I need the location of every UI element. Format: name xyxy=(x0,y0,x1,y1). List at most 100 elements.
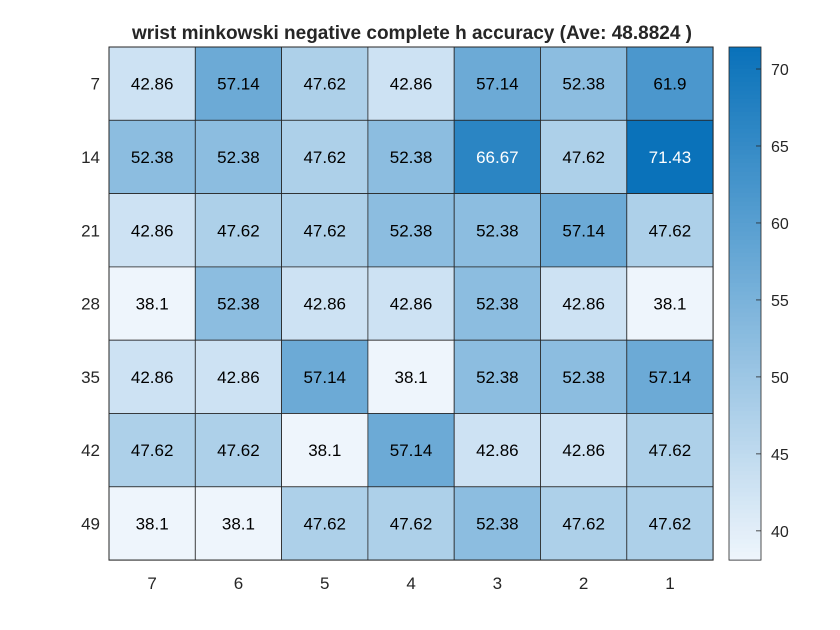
colorbar-strip xyxy=(729,205,761,211)
cell-value-label: 38.1 xyxy=(308,441,341,460)
colorbar-strip xyxy=(729,59,761,65)
colorbar-strip xyxy=(729,145,761,151)
heatmap-cell xyxy=(281,413,369,488)
colorbar-strip xyxy=(729,68,761,74)
cell-value-label: 38.1 xyxy=(653,295,686,314)
colorbar-strip xyxy=(729,299,761,305)
cell-value-label: 57.14 xyxy=(303,368,346,387)
colorbar-strip xyxy=(729,542,761,548)
heatmap-cell xyxy=(367,193,455,268)
colorbar: 40 45 50 55 60 65 70 xyxy=(728,46,789,561)
cell-value-label: 61.9 xyxy=(653,75,686,94)
heatmap-cell xyxy=(453,486,541,561)
heatmap-cell xyxy=(108,46,196,121)
colorbar-strip xyxy=(729,551,761,557)
chart-title: wrist minkowski negative complete h accu… xyxy=(131,23,692,44)
heatmap-cell xyxy=(453,413,541,488)
cell-value-label: 38.1 xyxy=(395,368,428,387)
heatmap-cell xyxy=(626,193,714,268)
y-axis-ticks: 7 14 21 28 35 42 49 xyxy=(81,75,100,534)
x-tick-label: 4 xyxy=(406,574,415,593)
cell-value-label: 47.62 xyxy=(649,221,692,240)
cell-value-label: 52.38 xyxy=(476,514,519,533)
colorbar-strip xyxy=(729,256,761,262)
colorbar-strip xyxy=(729,166,761,172)
cell-value-label: 47.62 xyxy=(217,441,260,460)
colorbar-strip xyxy=(729,307,761,313)
cell-value-label: 52.38 xyxy=(562,75,605,94)
heatmap-cell xyxy=(194,413,283,488)
colorbar-strip xyxy=(729,200,761,206)
plot-border xyxy=(108,46,714,561)
x-tick-label: 1 xyxy=(665,574,674,593)
colorbar-tick-label: 70 xyxy=(771,62,789,79)
y-tick-label: 7 xyxy=(91,75,100,94)
colorbar-strip xyxy=(729,359,761,365)
heatmap-cell xyxy=(281,193,369,268)
colorbar-strip xyxy=(729,111,761,117)
colorbar-strip xyxy=(729,89,761,95)
x-tick-label: 5 xyxy=(320,574,329,593)
colorbar-strip xyxy=(729,324,761,330)
colorbar-strip xyxy=(729,162,761,168)
heatmap-cell xyxy=(367,266,455,341)
cell-value-label: 57.14 xyxy=(562,221,605,240)
colorbar-strip xyxy=(729,47,761,52)
colorbar-tick-label: 55 xyxy=(771,293,789,310)
colorbar-strip xyxy=(729,196,761,202)
colorbar-strip xyxy=(729,115,761,121)
colorbar-tick-label: 50 xyxy=(771,370,789,387)
colorbar-strip xyxy=(729,153,761,159)
heatmap-cell xyxy=(108,339,196,414)
colorbar-border xyxy=(728,46,762,561)
colorbar-strip xyxy=(729,282,761,288)
cell-value-label: 42.86 xyxy=(217,368,260,387)
colorbar-strip xyxy=(729,448,761,454)
x-tick-label: 3 xyxy=(493,574,502,593)
cell-value-label: 52.38 xyxy=(390,221,433,240)
colorbar-strip xyxy=(729,312,761,317)
colorbar-strip xyxy=(729,123,761,129)
colorbar-strip xyxy=(729,410,761,416)
colorbar-strip xyxy=(729,367,761,373)
colorbar-strip xyxy=(729,94,761,99)
colorbar-strip xyxy=(729,303,761,309)
colorbar-strip xyxy=(729,525,761,531)
colorbar-strip xyxy=(729,170,761,176)
colorbar-strip xyxy=(729,337,761,343)
colorbar-strip xyxy=(729,521,761,527)
colorbar-strip xyxy=(729,72,761,78)
cell-value-label: 57.14 xyxy=(476,75,519,94)
cell-value-label: 38.1 xyxy=(222,514,255,533)
colorbar-strip xyxy=(729,213,761,219)
colorbar-strip xyxy=(729,136,761,142)
heatmap-cell xyxy=(626,119,714,195)
colorbar-strip xyxy=(729,418,761,424)
colorbar-strip xyxy=(729,333,761,339)
colorbar-strip xyxy=(729,81,761,87)
colorbar-strip xyxy=(729,247,761,253)
colorbar-tick-label: 60 xyxy=(771,216,789,233)
colorbar-strip xyxy=(729,265,761,270)
heatmap-cell xyxy=(626,266,714,341)
cell-value-label: 42.86 xyxy=(131,75,174,94)
colorbar-strip xyxy=(729,51,761,57)
heatmap-cell xyxy=(194,266,283,341)
colorbar-strip xyxy=(729,106,761,112)
colorbar-strip xyxy=(729,235,761,241)
cell-value-label: 57.14 xyxy=(649,368,692,387)
x-axis-ticks: 7 6 5 4 3 2 1 xyxy=(147,574,674,593)
colorbar-strip xyxy=(729,342,761,347)
colorbar-strip xyxy=(729,478,761,484)
heatmap-cell xyxy=(108,193,196,268)
colorbar-strip xyxy=(729,363,761,369)
colorbar-strip xyxy=(729,188,761,193)
colorbar-strip xyxy=(729,500,761,506)
cell-value-label: 52.38 xyxy=(476,221,519,240)
colorbar-strip xyxy=(729,504,761,510)
heatmap-cell xyxy=(194,193,283,268)
heatmap-cell xyxy=(540,486,628,561)
heatmap-cell xyxy=(540,119,628,195)
colorbar-tick-label: 65 xyxy=(771,139,789,156)
cell-value-label: 47.62 xyxy=(562,148,605,167)
